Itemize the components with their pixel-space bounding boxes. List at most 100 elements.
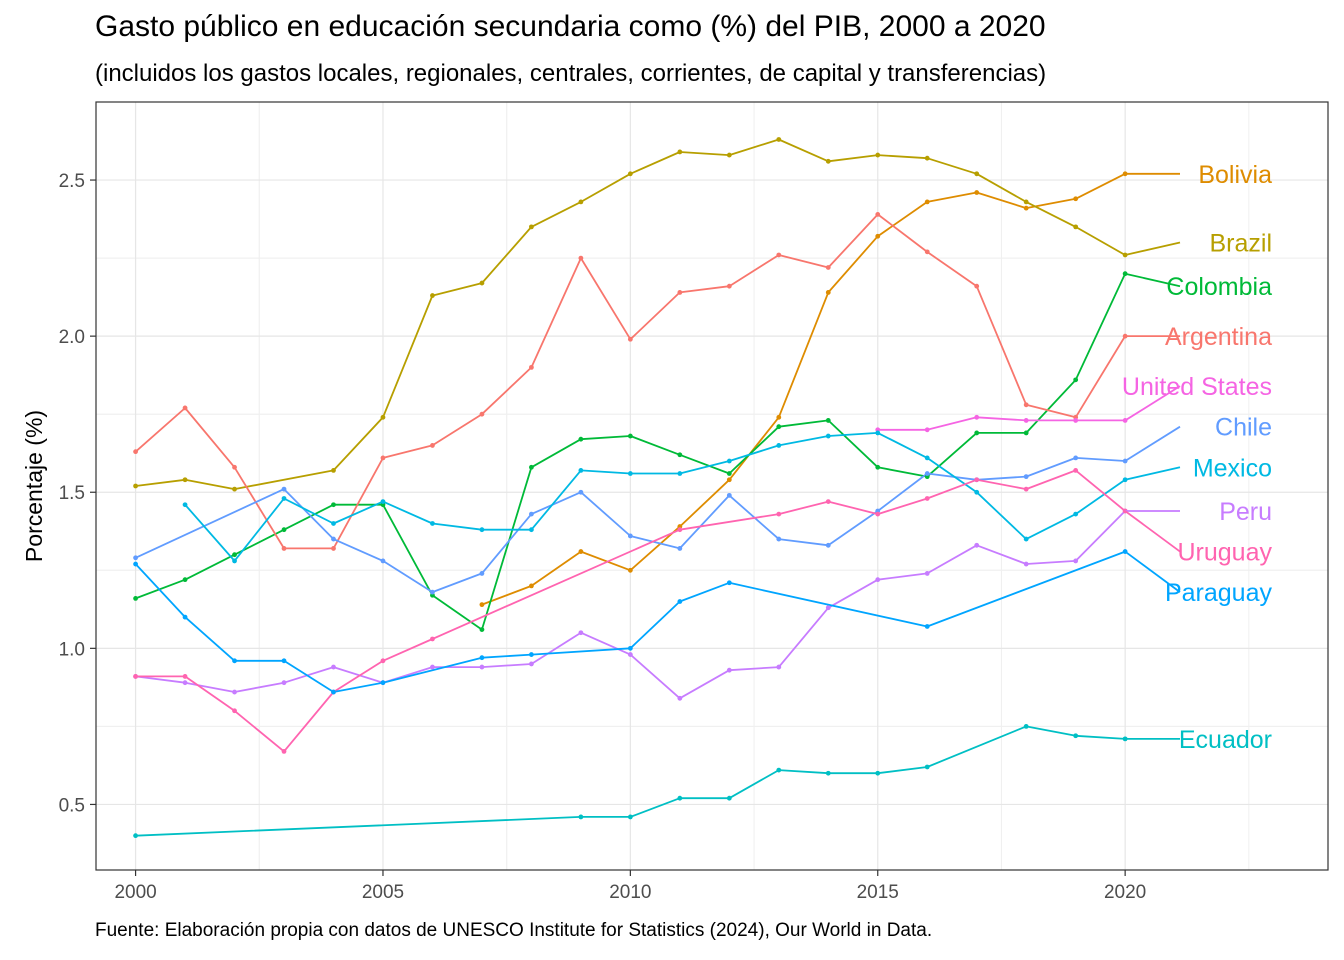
data-point	[1023, 199, 1029, 205]
data-point	[1073, 467, 1079, 473]
series-label-bolivia: Bolivia	[1198, 161, 1272, 189]
label-connector	[1124, 385, 1181, 422]
data-point	[726, 492, 732, 498]
data-point	[1023, 402, 1029, 408]
series-line-ecuador	[135, 725, 1126, 837]
data-point	[825, 290, 831, 295]
data-point	[875, 464, 881, 470]
series-label-peru: Peru	[1219, 498, 1272, 526]
data-point	[924, 199, 930, 205]
label-connector	[1124, 272, 1181, 288]
data-point	[974, 430, 980, 436]
data-point	[627, 814, 633, 820]
data-point	[479, 602, 485, 608]
data-point	[578, 630, 584, 636]
data-point	[726, 477, 732, 483]
data-point	[281, 546, 287, 551]
label-connectors	[1124, 172, 1181, 740]
data-point	[1023, 430, 1029, 436]
data-point	[875, 770, 881, 776]
data-point	[479, 627, 485, 633]
data-point	[578, 436, 584, 442]
data-point	[232, 708, 237, 714]
data-point	[182, 405, 188, 411]
series-label-argentina: Argentina	[1165, 323, 1272, 351]
series-line-brazil	[135, 138, 1126, 491]
data-point	[776, 511, 782, 517]
data-point	[182, 502, 188, 508]
data-point	[578, 549, 584, 554]
series-label-chile: Chile	[1215, 414, 1272, 442]
data-point	[1023, 418, 1029, 423]
data-point	[232, 552, 237, 558]
y-axis: 0.5 1.0 1.5 2.0 2.5	[59, 171, 96, 816]
data-point	[380, 499, 386, 505]
data-point	[677, 471, 683, 476]
data-point	[479, 280, 485, 286]
data-point	[430, 664, 435, 670]
data-point	[281, 680, 287, 686]
data-point	[232, 464, 237, 470]
label-connector	[1124, 425, 1181, 462]
data-point	[1073, 733, 1079, 739]
label-connector	[1124, 510, 1181, 553]
data-point	[331, 689, 336, 695]
data-point	[924, 764, 930, 770]
data-point	[1073, 511, 1079, 517]
series-label-united-states: United States	[1122, 373, 1272, 401]
data-point	[875, 233, 881, 239]
data-point	[133, 449, 138, 455]
data-point	[726, 152, 732, 158]
series-line-uruguay	[135, 469, 1126, 753]
data-point	[232, 689, 237, 695]
data-point	[974, 283, 980, 289]
data-point	[430, 521, 435, 526]
data-point	[974, 171, 980, 177]
data-point	[578, 199, 584, 205]
data-point	[776, 664, 782, 670]
data-point	[924, 624, 930, 629]
data-point	[380, 680, 386, 686]
data-point	[529, 661, 534, 667]
data-point	[479, 664, 485, 670]
data-point	[924, 471, 930, 476]
y-tick-label: 2.0	[59, 327, 85, 348]
data-point	[578, 489, 584, 495]
data-point	[875, 211, 881, 217]
data-point	[1073, 418, 1079, 423]
data-point	[479, 527, 485, 533]
series-line-bolivia	[481, 172, 1126, 606]
data-point	[974, 489, 980, 495]
data-point	[776, 767, 782, 773]
label-connector	[1124, 241, 1181, 256]
data-point	[1023, 486, 1029, 492]
data-point	[529, 511, 534, 517]
x-tick-label: 2005	[362, 882, 404, 903]
series-points	[133, 137, 1128, 839]
data-point	[578, 255, 584, 261]
data-point	[875, 430, 881, 436]
data-point	[677, 452, 683, 458]
data-point	[182, 674, 188, 679]
data-point	[726, 667, 732, 673]
data-point	[627, 433, 633, 439]
label-connector	[1124, 550, 1181, 593]
data-point	[529, 364, 534, 370]
data-point	[281, 496, 287, 501]
x-axis: 2000 2005 2010 2015 2020	[114, 870, 1146, 903]
data-point	[380, 414, 386, 420]
data-point	[974, 542, 980, 548]
data-point	[677, 795, 683, 801]
series-label-uruguay: Uruguay	[1178, 539, 1273, 567]
data-point	[1073, 196, 1079, 202]
data-point	[232, 558, 237, 564]
data-point	[529, 464, 534, 470]
data-point	[430, 589, 435, 595]
data-point	[578, 467, 584, 473]
data-point	[430, 443, 435, 448]
data-point	[479, 411, 485, 417]
data-point	[133, 561, 138, 567]
series-label-ecuador: Ecuador	[1179, 726, 1272, 754]
data-point	[529, 652, 534, 657]
